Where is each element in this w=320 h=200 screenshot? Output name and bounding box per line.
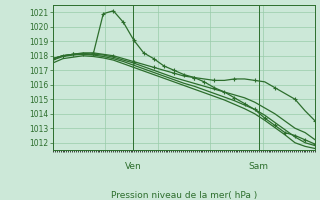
Text: Sam: Sam [249,162,269,171]
Text: Ven: Ven [124,162,141,171]
Text: Pression niveau de la mer( hPa ): Pression niveau de la mer( hPa ) [111,191,257,200]
